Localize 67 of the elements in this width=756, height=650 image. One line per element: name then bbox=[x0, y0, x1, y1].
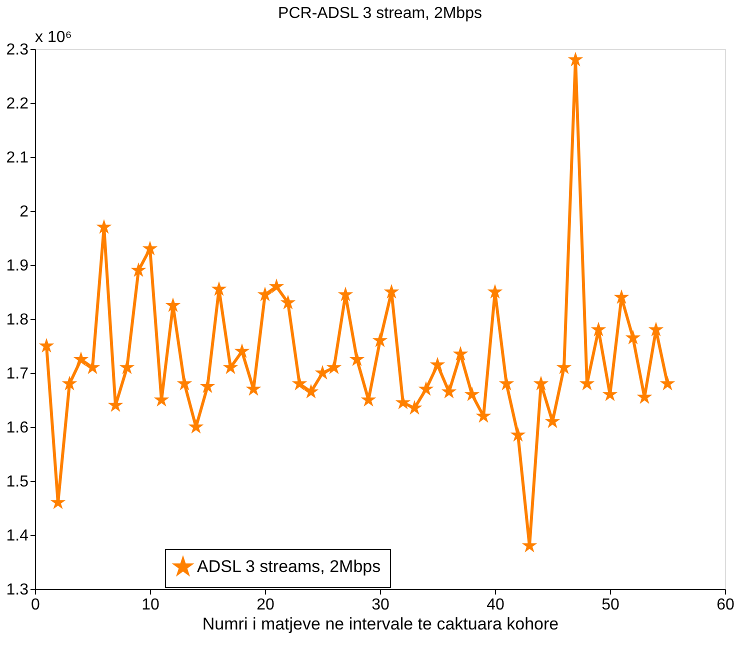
point bbox=[188, 418, 204, 434]
y-tick-label: 1.3 bbox=[6, 582, 29, 598]
point bbox=[406, 400, 422, 415]
point bbox=[303, 384, 319, 398]
point bbox=[510, 427, 526, 442]
point bbox=[384, 284, 400, 299]
point bbox=[498, 376, 514, 390]
point bbox=[533, 376, 549, 390]
legend-label: ADSL 3 streams, 2Mbps bbox=[197, 557, 381, 576]
text: x 10⁶ bbox=[35, 29, 72, 46]
x-tick-label: 0 bbox=[31, 596, 40, 614]
point bbox=[430, 356, 446, 372]
y-tick-label: 1.8 bbox=[6, 312, 29, 328]
y-tick-label: 2.1 bbox=[6, 150, 29, 166]
point bbox=[372, 332, 388, 348]
point bbox=[648, 322, 664, 336]
point bbox=[452, 346, 468, 361]
point bbox=[360, 392, 376, 407]
point bbox=[257, 286, 273, 302]
point bbox=[73, 351, 89, 366]
point bbox=[119, 360, 135, 374]
x-tick-label: 50 bbox=[602, 596, 620, 614]
point bbox=[38, 338, 54, 353]
x-tick-label: 20 bbox=[256, 596, 274, 614]
point bbox=[476, 408, 492, 423]
point bbox=[222, 360, 238, 374]
x-axis-title: Numri i matjeve ne intervale te caktuara kohore bbox=[202, 614, 559, 634]
y-tick-label: 1.6 bbox=[6, 420, 29, 436]
point bbox=[200, 378, 216, 394]
x-tick-label: 10 bbox=[142, 596, 160, 614]
y-tick-label: 1.7 bbox=[6, 366, 29, 382]
point bbox=[614, 289, 630, 304]
point bbox=[280, 294, 296, 310]
y-tick-label: 2.2 bbox=[6, 96, 29, 112]
point bbox=[165, 297, 181, 312]
point bbox=[142, 240, 158, 256]
point bbox=[660, 376, 676, 390]
point bbox=[176, 376, 192, 390]
x-tick-label: 30 bbox=[372, 596, 390, 614]
point bbox=[268, 278, 284, 294]
point bbox=[544, 414, 560, 428]
y-tick-label: 1.4 bbox=[6, 528, 29, 544]
y-tick-label: 1.9 bbox=[6, 258, 29, 274]
point bbox=[314, 364, 330, 380]
x-tick-label: 60 bbox=[716, 596, 734, 614]
point bbox=[568, 52, 584, 66]
x-tick-label: 40 bbox=[486, 596, 504, 614]
point bbox=[96, 219, 112, 234]
point bbox=[625, 330, 641, 344]
point bbox=[395, 394, 411, 410]
point bbox=[130, 262, 146, 277]
point bbox=[464, 386, 480, 402]
y-tick-label: 2 bbox=[20, 204, 29, 220]
y-tick-label: 1.5 bbox=[6, 474, 29, 490]
point bbox=[338, 286, 354, 302]
point bbox=[326, 360, 342, 374]
point bbox=[441, 384, 457, 398]
point bbox=[62, 376, 78, 390]
y-tick-label: 2.3 bbox=[6, 42, 29, 58]
point bbox=[418, 381, 434, 396]
point bbox=[349, 351, 365, 366]
chart-title: PCR-ADSL 3 stream, 2Mbps bbox=[278, 5, 482, 22]
point bbox=[234, 343, 250, 358]
point bbox=[211, 281, 227, 296]
point bbox=[487, 284, 503, 299]
point bbox=[590, 322, 606, 336]
point bbox=[292, 376, 308, 390]
